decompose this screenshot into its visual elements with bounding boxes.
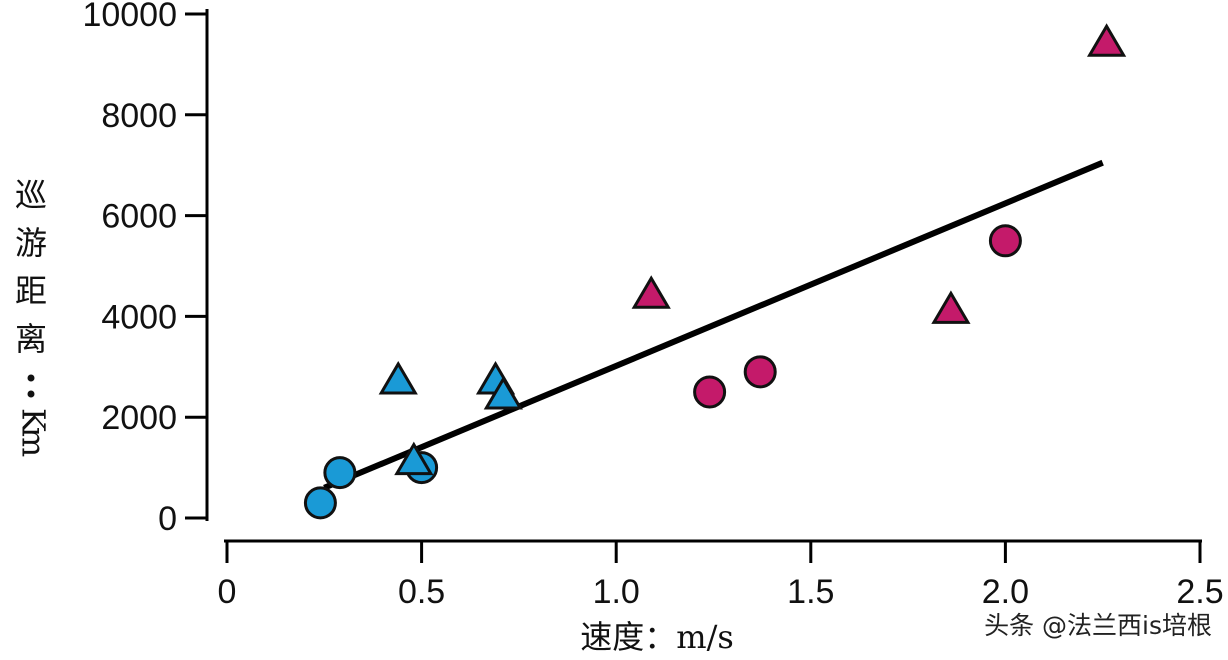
y-axis-title-char: m	[15, 427, 53, 457]
y-axis-title-char: 游	[15, 224, 47, 262]
y-tick-label: 10000	[82, 0, 177, 34]
y-axis-title-char: K	[15, 408, 53, 433]
y-tick-label: 2000	[101, 399, 177, 437]
data-point-triangle	[931, 290, 971, 324]
data-point-circle	[323, 456, 357, 490]
y-tick-label: 6000	[101, 198, 177, 236]
data-point-circle	[693, 375, 727, 409]
trend-line	[323, 159, 1104, 491]
y-axis-title-char: 距	[15, 272, 47, 310]
data-point-circle	[303, 486, 337, 520]
y-axis-title-colon-dot	[27, 390, 35, 398]
x-tick-label: 1.0	[593, 573, 640, 611]
data-point-triangle	[378, 360, 418, 395]
watermark-text: 头条 @法兰西is培根	[984, 611, 1212, 640]
y-axis: 0 2000 4000 6000 8000 10000	[82, 0, 209, 538]
data-point-circle	[988, 224, 1022, 258]
trend-line-group	[323, 159, 1104, 491]
y-tick-label: 0	[158, 500, 177, 538]
y-axis-title-char: 巡	[15, 176, 47, 214]
y-axis-title-colon-dot	[27, 374, 35, 382]
data-point-triangle	[1086, 23, 1127, 57]
y-tick-label: 4000	[101, 298, 177, 336]
data-point-triangle	[631, 275, 671, 309]
x-tick-label: 0.5	[398, 573, 445, 611]
x-tick-label: 1.5	[787, 573, 834, 611]
x-tick-label: 2.0	[982, 573, 1029, 611]
y-axis-title-char: 离	[15, 320, 47, 358]
x-axis: 0 0.5 1.0 1.5 2.0 2.5	[218, 539, 1224, 611]
x-axis-title: 速度：m/s	[580, 618, 734, 656]
data-point-triangle	[483, 376, 523, 410]
x-tick-label: 0	[218, 573, 237, 611]
data-point-triangle	[394, 441, 434, 476]
y-tick-label: 8000	[101, 97, 177, 135]
data-point-circle	[743, 355, 777, 389]
x-tick-label: 2.5	[1176, 573, 1223, 611]
data-points	[303, 23, 1127, 520]
